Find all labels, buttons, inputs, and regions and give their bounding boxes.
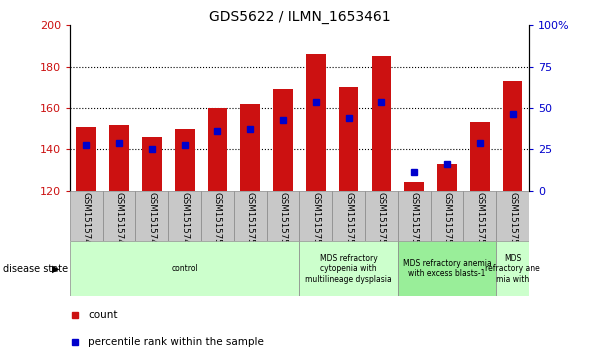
Text: GSM1515746: GSM1515746 xyxy=(82,192,91,250)
Bar xyxy=(339,87,359,191)
Bar xyxy=(234,191,267,241)
Text: MDS refractory
cytopenia with
multilineage dysplasia: MDS refractory cytopenia with multilinea… xyxy=(305,254,392,284)
Bar xyxy=(240,104,260,191)
Bar xyxy=(70,191,103,241)
Text: GSM1515757: GSM1515757 xyxy=(443,192,452,250)
Bar xyxy=(136,191,168,241)
Text: GSM1515747: GSM1515747 xyxy=(114,192,123,250)
Bar xyxy=(470,122,489,191)
Text: control: control xyxy=(171,264,198,273)
Text: GSM1515748: GSM1515748 xyxy=(147,192,156,250)
Text: disease state: disease state xyxy=(3,264,68,274)
Bar xyxy=(300,191,332,241)
Bar xyxy=(503,81,522,191)
Text: GSM1515752: GSM1515752 xyxy=(278,192,288,250)
Bar xyxy=(300,241,398,296)
Text: GSM1515759: GSM1515759 xyxy=(508,192,517,250)
Bar xyxy=(496,191,529,241)
Bar xyxy=(496,241,529,296)
Bar xyxy=(142,137,162,191)
Bar xyxy=(365,191,398,241)
Bar xyxy=(371,56,392,191)
Text: GSM1515758: GSM1515758 xyxy=(475,192,485,250)
Text: GSM1515755: GSM1515755 xyxy=(377,192,386,250)
Text: GSM1515754: GSM1515754 xyxy=(344,192,353,250)
Text: ▶: ▶ xyxy=(52,264,60,274)
Text: percentile rank within the sample: percentile rank within the sample xyxy=(88,337,264,347)
Bar xyxy=(207,108,227,191)
Bar xyxy=(437,164,457,191)
Bar xyxy=(332,191,365,241)
Bar xyxy=(430,191,463,241)
Bar xyxy=(103,191,136,241)
Text: GSM1515753: GSM1515753 xyxy=(311,192,320,250)
Bar xyxy=(273,89,293,191)
Bar xyxy=(404,182,424,191)
Text: GSM1515749: GSM1515749 xyxy=(180,192,189,250)
Text: count: count xyxy=(88,310,118,320)
Text: GSM1515751: GSM1515751 xyxy=(246,192,255,250)
Text: GSM1515756: GSM1515756 xyxy=(410,192,419,250)
Bar xyxy=(109,125,129,191)
Text: MDS refractory anemia
with excess blasts-1: MDS refractory anemia with excess blasts… xyxy=(402,259,491,278)
Title: GDS5622 / ILMN_1653461: GDS5622 / ILMN_1653461 xyxy=(209,11,390,24)
Bar xyxy=(398,241,496,296)
Bar xyxy=(201,191,234,241)
Text: GSM1515750: GSM1515750 xyxy=(213,192,222,250)
Bar xyxy=(463,191,496,241)
Bar xyxy=(175,129,195,191)
Bar xyxy=(306,54,326,191)
Bar xyxy=(398,191,430,241)
Bar xyxy=(267,191,300,241)
Text: MDS
refractory ane
mia with: MDS refractory ane mia with xyxy=(485,254,540,284)
Bar xyxy=(168,191,201,241)
Bar xyxy=(70,241,299,296)
Bar xyxy=(77,127,96,191)
